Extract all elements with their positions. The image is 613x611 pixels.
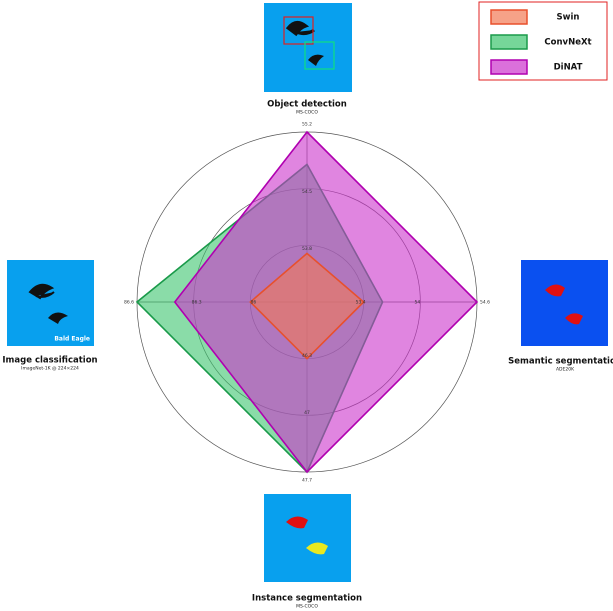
series-area <box>249 252 365 360</box>
tick-label: 53.8 <box>302 246 312 252</box>
axis-subtitle: ImageNet-1K @ 224×224 <box>21 366 79 372</box>
axis-title: Instance segmentation <box>252 594 362 604</box>
semantic-image <box>521 260 608 346</box>
legend-swatch <box>490 9 528 25</box>
tick-label: 54.6 <box>480 300 490 306</box>
legend-label: ConvNeXt <box>544 38 591 48</box>
tick-label: 47.7 <box>302 478 312 484</box>
tick-label: 54 <box>414 300 420 306</box>
axis-title: Semantic segmentation <box>508 357 613 367</box>
legend-swatch <box>490 59 528 75</box>
axis-subtitle: ADE20K <box>556 367 575 373</box>
tick-label: 86 <box>250 300 256 306</box>
legend-label: Swin <box>557 13 580 23</box>
axis-subtitle: MS-COCO <box>296 604 318 610</box>
tick-label: 86.6 <box>124 300 134 306</box>
instance-image <box>264 494 351 582</box>
tick-label: 46.3 <box>302 353 312 359</box>
detection-image <box>264 3 352 92</box>
tick-label: 53.4 <box>356 300 366 306</box>
axis-title: Object detection <box>267 100 347 110</box>
classification-image: Bald Eagle <box>7 260 94 346</box>
axis-subtitle: MS-COCO <box>296 110 318 116</box>
tick-label: 54.5 <box>302 189 312 195</box>
axis-title: Image classification <box>2 356 97 366</box>
tick-label: 86.3 <box>192 300 202 306</box>
legend-label: DiNAT <box>554 63 583 73</box>
tick-label: 47 <box>304 410 310 416</box>
tick-label: 55.2 <box>302 122 312 128</box>
image-caption: Bald Eagle <box>54 336 90 343</box>
legend-swatch <box>490 34 528 50</box>
